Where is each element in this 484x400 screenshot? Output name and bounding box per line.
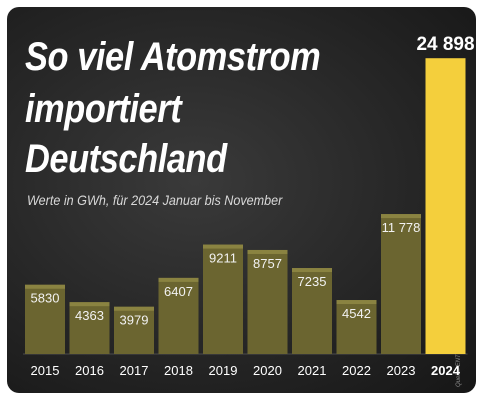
title-line-2: importiert [25,87,182,131]
bar-2021 [292,268,332,354]
bar-group-2024: 24 898 2024 [416,34,474,378]
value-label-2023: 11 778 [382,220,421,235]
bar-top-edge-2022 [336,300,377,305]
title-line-1: So viel Atomstrom [25,35,321,79]
x-tick-2021: 2021 [298,363,327,378]
x-tick-2024: 2024 [431,363,461,378]
bar-2023 [381,214,421,354]
x-tick-2017: 2017 [120,363,149,378]
value-label-2022: 4542 [342,306,371,321]
value-label-2024: 24 898 [416,34,474,55]
bar-top-edge-2023 [381,214,421,219]
value-label-2019: 9211 [209,251,237,266]
x-tick-2019: 2019 [209,363,238,378]
title-line-3: Deutschland [25,137,227,181]
bar-top-edge-2017 [114,306,154,311]
bar-group-2023: 11 778 2023 [381,214,421,378]
bar-2019 [203,244,243,354]
bar-2018 [158,277,199,354]
x-tick-2016: 2016 [75,363,104,378]
bar-2024 [425,58,466,354]
bar-2020 [247,249,288,354]
bar-group-2021: 7235 2021 [292,268,332,378]
bar-2017 [114,306,154,354]
bar-top-edge-2021 [292,268,332,273]
value-label-2017: 3979 [120,313,149,328]
bar-top-edge-2018 [158,277,199,282]
chart-subtitle: Werte in GWh, für 2024 Januar bis Novemb… [27,192,283,208]
value-label-2020: 8757 [253,256,282,271]
bar-group-2020: 8757 2020 [247,249,288,378]
bar-group-2015: 5830 2015 [25,284,65,378]
value-label-2018: 6407 [164,284,193,299]
bar-group-2022: 4542 2022 [336,300,377,378]
x-tick-2022: 2022 [342,363,371,378]
bar-group-2017: 3979 2017 [114,306,154,378]
chart-frame: So viel Atomstrom importiert Deutschland… [7,7,476,393]
value-label-2015: 5830 [31,291,60,306]
bar-group-2016: 4363 2016 [69,302,110,378]
value-label-2016: 4363 [75,308,104,323]
x-tick-2023: 2023 [387,363,416,378]
bar-2015 [25,284,65,354]
bar-2022 [336,300,377,354]
bar-top-edge-2015 [25,284,65,289]
bar-chart: 5830 2015 4363 2016 3979 2017 6407 2018 9211 2019… [23,34,475,378]
bar-top-edge-2020 [247,249,288,254]
bar-top-edge-2016 [69,302,110,307]
x-tick-2018: 2018 [164,363,193,378]
x-tick-2015: 2015 [31,363,60,378]
bar-group-2018: 6407 2018 [158,277,199,378]
bar-2016 [69,302,110,354]
value-label-2021: 7235 [298,274,327,289]
x-tick-2020: 2020 [253,363,282,378]
bar-group-2019: 9211 2019 [203,244,243,378]
bar-top-edge-2019 [203,244,243,249]
